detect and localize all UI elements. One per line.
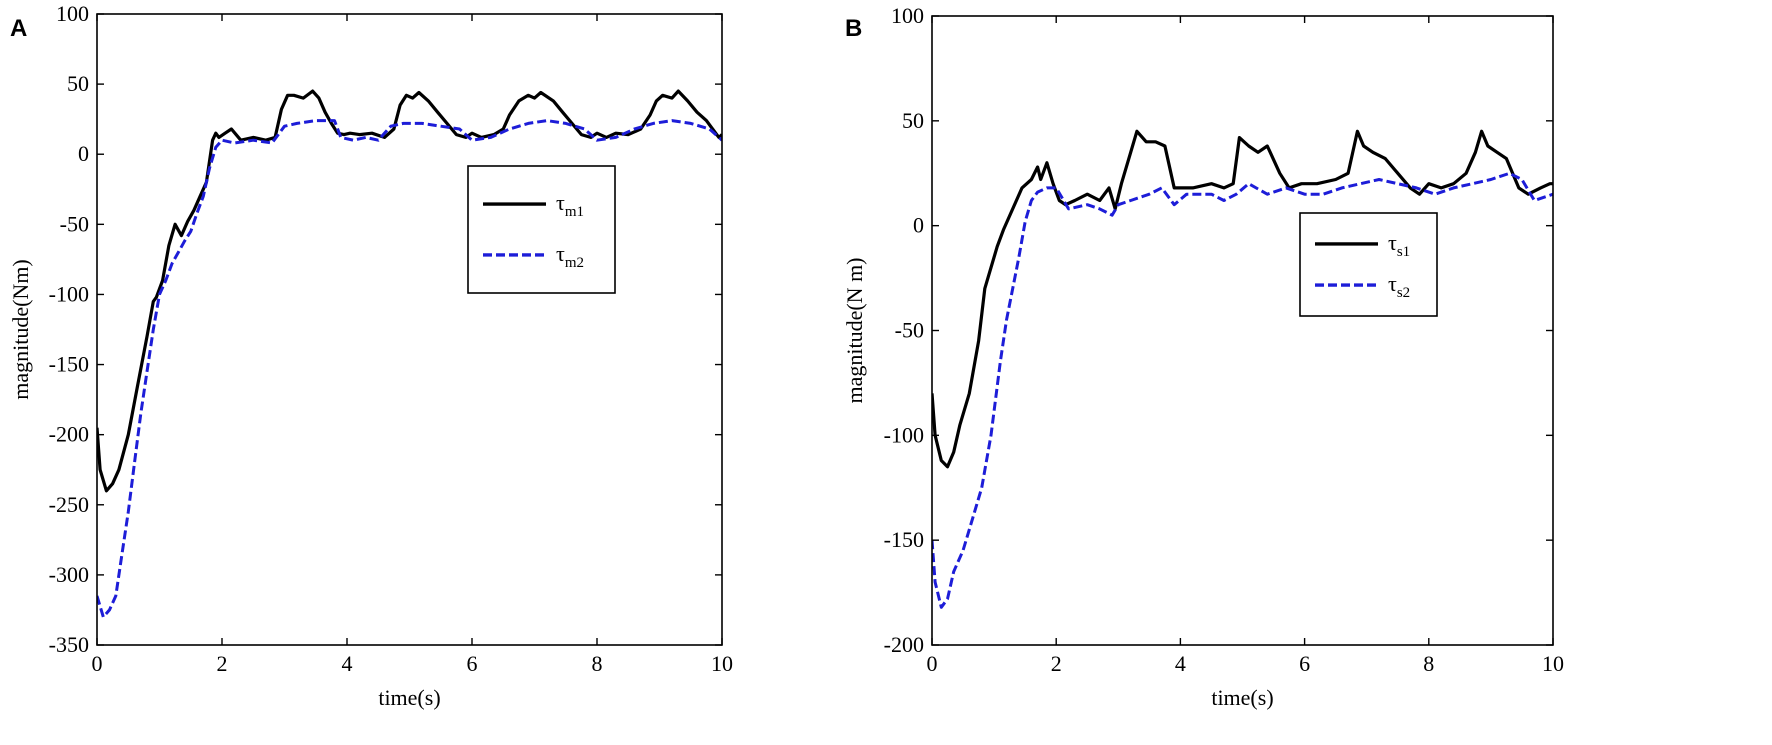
legend-label-sub: s1 <box>1397 244 1410 260</box>
y-tick-label: -50 <box>60 211 89 236</box>
y-tick-label: -350 <box>49 632 89 657</box>
y-tick-label: -200 <box>49 422 89 447</box>
x-tick-label: 4 <box>1175 651 1186 676</box>
y-tick-label: 0 <box>78 141 89 166</box>
series-group <box>97 89 722 619</box>
y-tick-label: 100 <box>891 3 924 28</box>
series-line-m2 <box>97 119 722 619</box>
series-line-s1 <box>932 129 1553 469</box>
panel-letter: A <box>10 15 27 42</box>
plot-frame <box>931 15 1554 646</box>
y-tick-label: -250 <box>49 492 89 517</box>
y-tick-label: -300 <box>49 562 89 587</box>
y-tick-label: 50 <box>67 71 89 96</box>
x-axis-label: time(s) <box>378 685 440 710</box>
legend-label-sub: m2 <box>565 255 584 271</box>
y-tick-label: -100 <box>49 281 89 306</box>
y-tick-label: 0 <box>913 213 924 238</box>
y-tick-label: -100 <box>884 422 924 447</box>
panel-b: B 0 2 4 6 8 10 -200 -150 -100 -50 0 50 100 time(s) magn… <box>842 3 1564 710</box>
legend-box <box>467 165 616 294</box>
series-group <box>932 129 1553 609</box>
x-tick-label: 4 <box>342 651 353 676</box>
x-tick-label: 10 <box>1542 651 1564 676</box>
x-tick-label: 0 <box>927 651 938 676</box>
x-tick-label: 2 <box>217 651 228 676</box>
legend-label-sub: m1 <box>565 204 584 220</box>
series-line-m1 <box>97 89 722 493</box>
series-line-s2 <box>932 171 1553 609</box>
x-tick-label: 2 <box>1051 651 1062 676</box>
x-axis-label: time(s) <box>1211 685 1273 710</box>
legend-box <box>1299 212 1438 317</box>
y-tick-label: -150 <box>884 527 924 552</box>
y-tick-label: -50 <box>895 318 924 343</box>
x-tick-label: 10 <box>711 651 733 676</box>
legend-label-sub: s2 <box>1397 285 1410 301</box>
x-tick-label: 8 <box>592 651 603 676</box>
y-axis-label: magnitude(N m) <box>842 257 867 403</box>
x-tick-label: 6 <box>467 651 478 676</box>
y-tick-label: 50 <box>902 108 924 133</box>
x-tick-label: 8 <box>1423 651 1434 676</box>
legend-label-m1: τm1 <box>556 190 584 220</box>
x-tick-label: 6 <box>1299 651 1310 676</box>
y-axis-label: magnitude(Nm) <box>8 259 33 400</box>
x-tick-label: 0 <box>92 651 103 676</box>
panel-a: A 0 2 4 6 8 10 -350 -300 -250 -200 -150 -100 -50 0 50 10… <box>8 1 733 710</box>
y-tick-label: -200 <box>884 632 924 657</box>
panel-letter: B <box>845 15 862 42</box>
plot-frame <box>96 13 723 646</box>
y-tick-label: -150 <box>49 352 89 377</box>
y-tick-label: 100 <box>56 1 89 26</box>
